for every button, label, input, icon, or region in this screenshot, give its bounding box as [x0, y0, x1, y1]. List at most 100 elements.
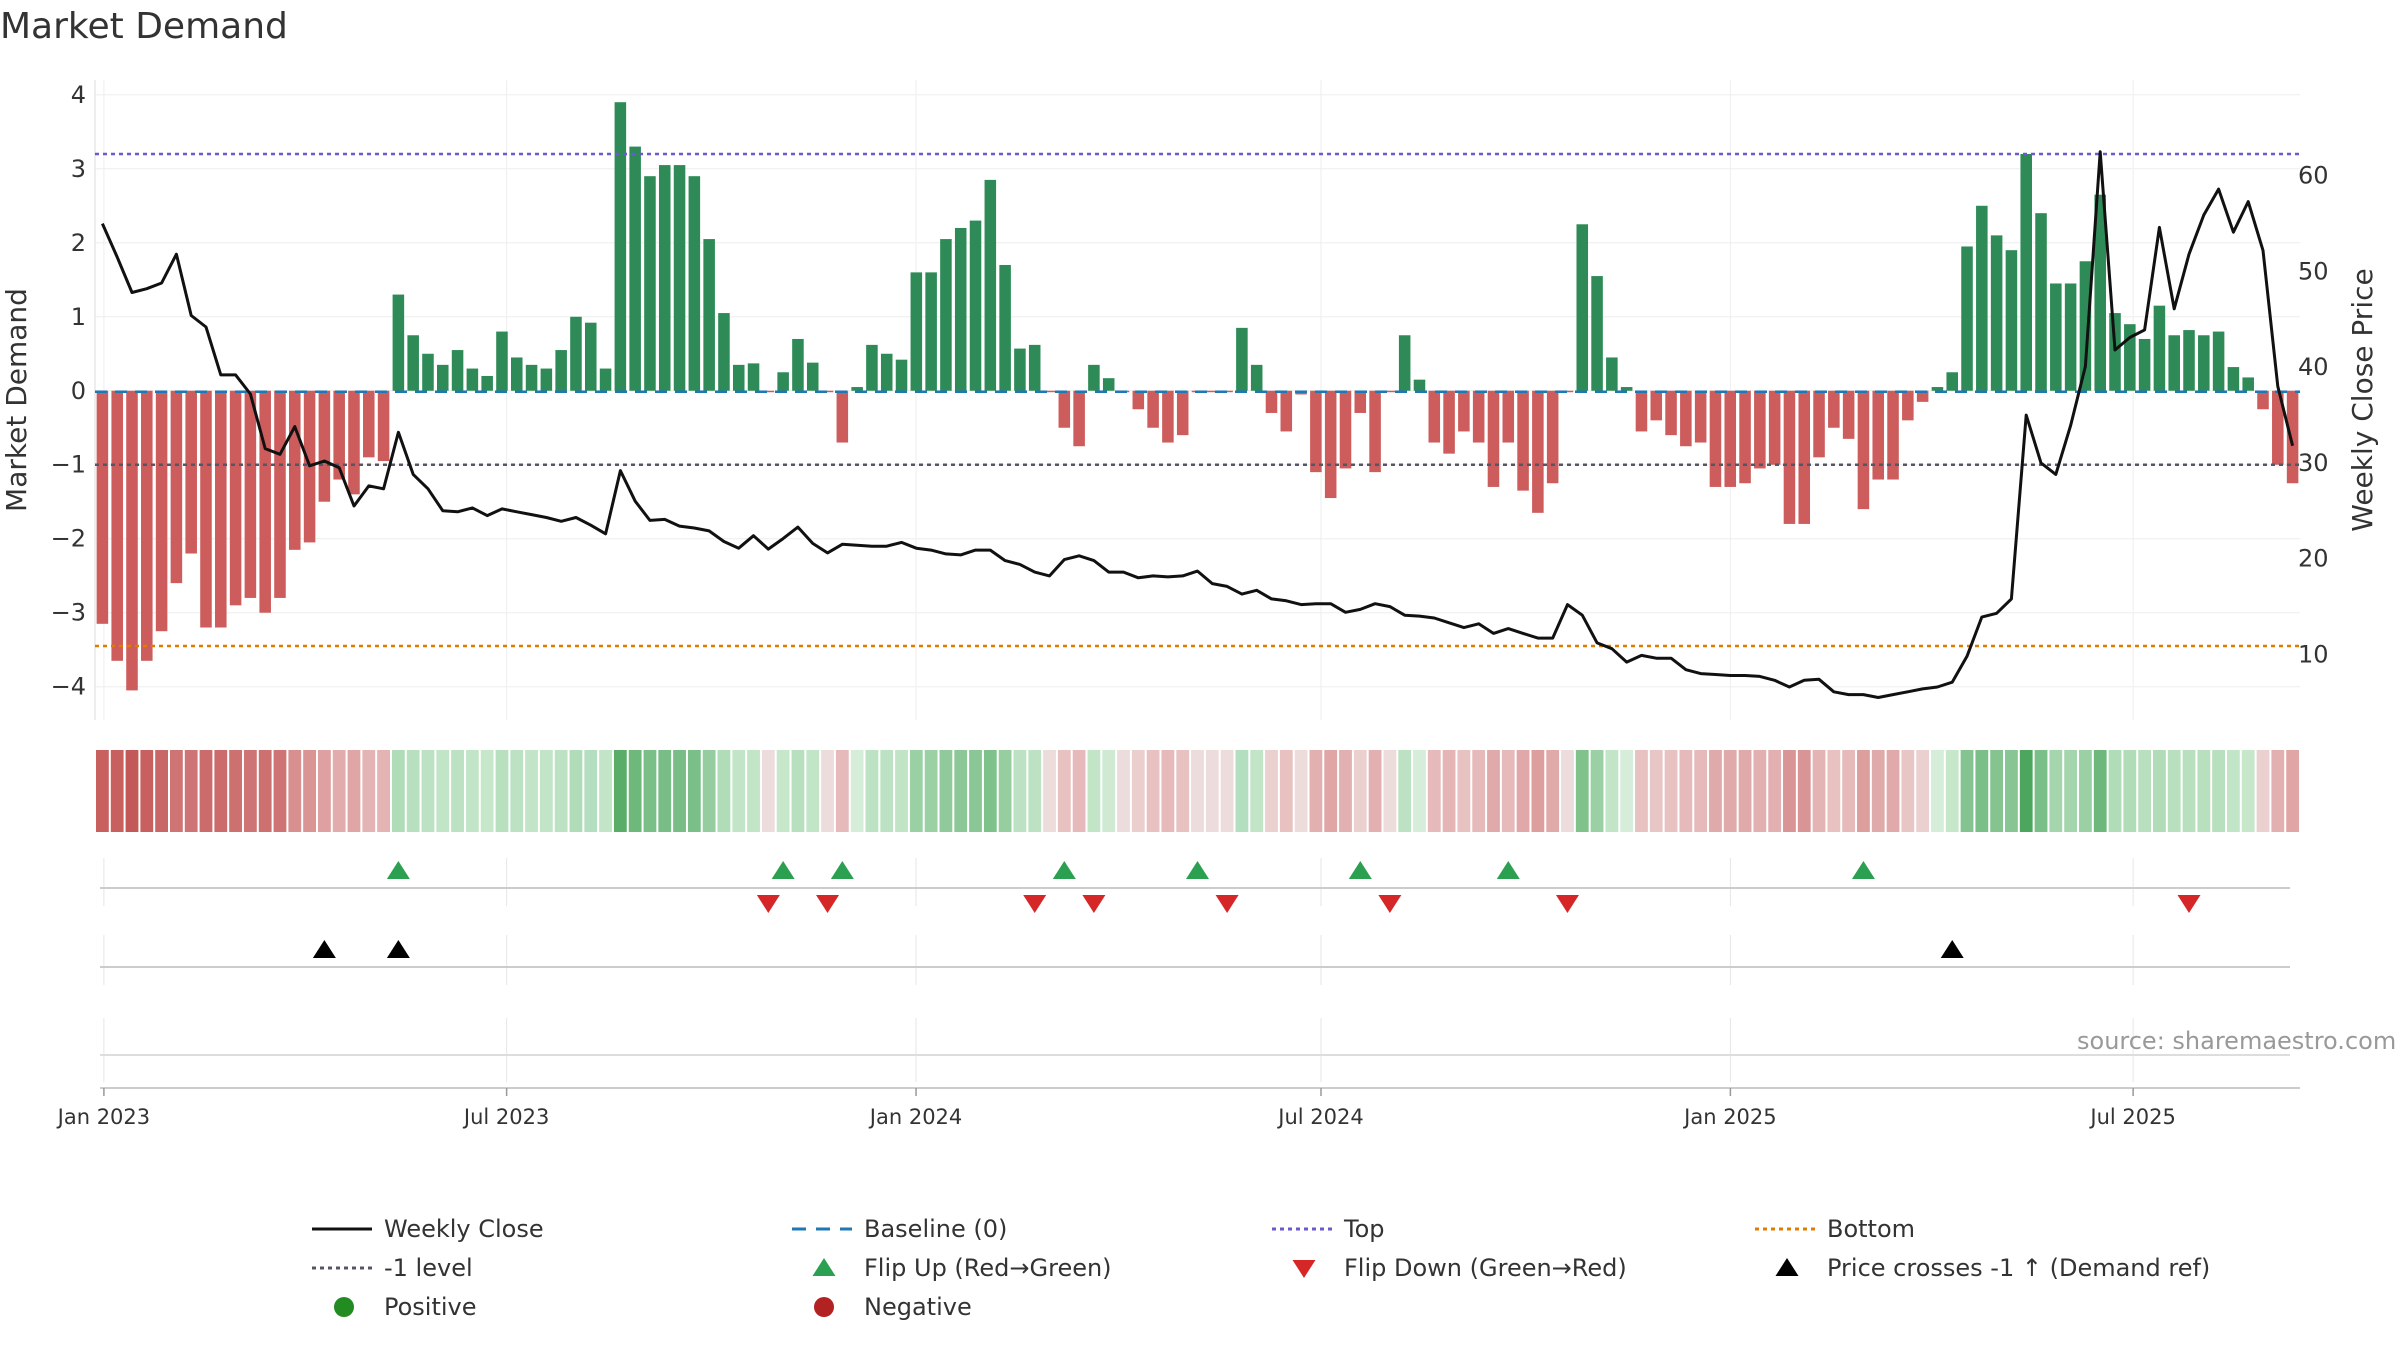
demand-bar-negative [1546, 390, 1559, 484]
demand-bar-negative [274, 390, 286, 598]
heat-tile [1590, 750, 1604, 832]
heat-tile [2197, 750, 2211, 832]
heat-tile [613, 750, 627, 832]
demand-bar-positive [1398, 335, 1411, 391]
heat-tile [1827, 750, 1841, 832]
legend-swatch [1775, 1258, 1799, 1276]
heat-tile [761, 750, 775, 832]
legend-swatch [334, 1297, 354, 1317]
heat-tile [1931, 750, 1944, 832]
legend-item: -1 level [312, 1254, 473, 1282]
heat-tile [273, 750, 287, 832]
heat-tile [1664, 750, 1678, 832]
heat-tile [1709, 750, 1722, 832]
demand-bar-positive [1413, 379, 1426, 391]
legend-item: Flip Up (Red→Green) [812, 1254, 1112, 1282]
heat-tile [2241, 750, 2255, 832]
demand-bar-negative [1887, 390, 1899, 480]
heat-tile [1309, 750, 1323, 832]
demand-bar-negative [1472, 390, 1485, 443]
demand-bar-positive [451, 350, 464, 391]
heat-tile [465, 750, 479, 832]
heat-tile [1087, 750, 1101, 832]
demand-bar-negative [259, 390, 271, 613]
reference-lines [95, 152, 2300, 648]
heat-tile [1398, 750, 1412, 832]
y-tick-label: −3 [51, 599, 86, 627]
demand-bar-positive [732, 364, 745, 391]
demand-bar-positive [481, 375, 493, 391]
demand-bar-negative [1310, 390, 1322, 473]
demand-bar-positive [1250, 364, 1263, 391]
legend-label: Price crosses -1 ↑ (Demand ref) [1827, 1254, 2210, 1282]
demand-bar-positive [1990, 235, 2003, 391]
legend: Weekly Close Baseline (0) Top Bottom -1 leve… [312, 1215, 2210, 1321]
heat-tile [184, 750, 198, 832]
demand-bar-negative [185, 390, 197, 554]
heat-tile [2108, 750, 2122, 832]
heat-tile [791, 750, 805, 832]
demand-bar-negative [1043, 390, 1056, 393]
legend-label: Baseline (0) [864, 1215, 1007, 1243]
heat-tile [1427, 750, 1441, 832]
heat-tile [2123, 750, 2137, 832]
grid [94, 80, 2300, 1082]
heat-tile [377, 750, 390, 832]
heat-tile [1694, 750, 1708, 832]
demand-bar-positive [570, 316, 582, 391]
heat-tile [96, 750, 109, 832]
demand-bar-negative [111, 390, 123, 661]
heat-tile [258, 750, 272, 832]
heat-tile [140, 750, 154, 832]
flip-up-marker [1496, 861, 1520, 879]
legend-swatch [812, 1258, 836, 1276]
heat-tile [1442, 750, 1456, 832]
heat-tile [2227, 750, 2240, 832]
heat-tile [1531, 750, 1545, 832]
demand-bar-positive [777, 372, 789, 391]
heat-tile [510, 750, 524, 832]
demand-bar-negative [1132, 390, 1145, 410]
demand-bar-positive [2183, 330, 2195, 391]
heat-tile [835, 750, 849, 832]
demand-bar-negative [1724, 390, 1737, 487]
demand-bar-negative [333, 390, 345, 480]
demand-bar-positive [510, 357, 523, 391]
demand-bar-positive [614, 102, 627, 391]
x-tick-label: Jul 2024 [1276, 1105, 1363, 1129]
heat-tile [1679, 750, 1693, 832]
heat-tile [2256, 750, 2270, 832]
demand-bar-negative [1428, 390, 1441, 443]
heat-tile [2182, 750, 2196, 832]
flip-up-marker [1348, 861, 1372, 879]
demand-bar-negative [1221, 390, 1233, 393]
heat-tile [1738, 750, 1752, 832]
demand-bar-positive [466, 368, 479, 391]
demand-bar-negative [1813, 390, 1825, 458]
heat-tile [1472, 750, 1486, 832]
heat-tile [1516, 750, 1530, 832]
heat-tile [954, 750, 968, 832]
heat-tile [1146, 750, 1160, 832]
demand-bar-negative [762, 390, 775, 393]
demand-bar-negative [836, 390, 849, 443]
legend-label: Top [1343, 1215, 1385, 1243]
demand-bar-negative [377, 390, 390, 462]
y-tick-label: 1 [71, 303, 86, 331]
legend-item: Positive [334, 1293, 477, 1321]
heat-tile [436, 750, 450, 832]
heat-tile [806, 750, 820, 832]
heat-tile [303, 750, 316, 832]
demand-bar-negative [1280, 390, 1293, 432]
demand-bar-positive [2153, 305, 2166, 391]
demand-bar-positive [2109, 313, 2121, 391]
demand-bar-positive [2198, 335, 2210, 391]
heat-tile [998, 750, 1012, 832]
y2-tick-label: 60 [2298, 162, 2329, 190]
demand-bar-positive [1028, 344, 1041, 391]
demand-heat-strip [96, 750, 2299, 832]
heat-tile [525, 750, 538, 832]
demand-bar-positive [496, 331, 508, 391]
y2-tick-label: 20 [2298, 545, 2329, 573]
demand-bar-positive [1102, 378, 1115, 391]
